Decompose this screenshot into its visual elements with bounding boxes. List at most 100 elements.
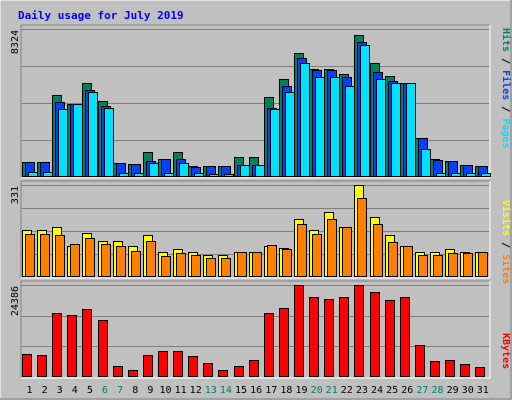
bar-pages-day-1: [28, 172, 38, 177]
bar-kbytes-day-9: [143, 355, 153, 377]
legend-sites: Sites: [500, 254, 512, 284]
x-tick-label: 29: [447, 385, 459, 396]
bar-pages-day-11: [179, 163, 189, 177]
x-tick-label: 19: [295, 385, 307, 396]
bar-kbytes-day-3: [52, 313, 62, 377]
bar-pages-day-15: [240, 165, 250, 177]
bar-sites-day-24: [373, 224, 383, 277]
bar-kbytes-day-15: [234, 366, 244, 377]
bar-sites-day-8: [131, 251, 141, 277]
bar-kbytes-day-16: [249, 360, 259, 377]
legend-visits: Visits: [500, 200, 512, 236]
x-tick-label: 9: [147, 385, 153, 396]
x-tick-label: 3: [57, 385, 63, 396]
bar-sites-day-20: [312, 234, 322, 277]
middle-panel-legend: Visits / Sites: [500, 200, 512, 284]
bar-sites-day-13: [206, 258, 216, 277]
bar-pages-day-3: [58, 109, 68, 177]
bar-sites-day-6: [101, 244, 111, 277]
bar-kbytes-day-6: [98, 320, 108, 377]
bar-pages-day-22: [345, 86, 355, 177]
bar-sites-day-23: [357, 198, 367, 277]
bar-pages-day-24: [376, 79, 386, 177]
x-tick-label: 24: [371, 385, 383, 396]
x-tick-label: 16: [250, 385, 262, 396]
x-tick-label: 27: [416, 385, 428, 396]
bottom-panel-max-label: 24386: [10, 286, 21, 316]
middle-panel-max-label: 331: [10, 186, 21, 204]
middle-panel: [20, 180, 491, 279]
bar-sites-day-17: [267, 245, 277, 277]
bar-sites-day-31: [478, 252, 488, 277]
bar-sites-day-1: [25, 234, 35, 277]
bar-pages-day-28: [436, 173, 446, 177]
bar-pages-day-25: [391, 83, 401, 177]
bar-sites-day-4: [70, 244, 80, 277]
x-tick-label: 6: [102, 385, 108, 396]
bar-kbytes-day-11: [173, 351, 183, 377]
bar-kbytes-day-20: [309, 297, 319, 377]
bar-sites-day-18: [282, 249, 292, 277]
bar-sites-day-3: [55, 235, 65, 277]
bar-kbytes-day-30: [460, 364, 470, 377]
bar-pages-day-8: [134, 173, 144, 177]
bar-pages-day-5: [88, 92, 98, 177]
bar-sites-day-15: [237, 252, 247, 277]
bottom-panel-legend: KBytes: [500, 333, 511, 369]
bar-kbytes-day-5: [82, 309, 92, 377]
bar-sites-day-26: [403, 246, 413, 277]
bar-pages-day-21: [330, 77, 340, 177]
bar-sites-day-29: [448, 253, 458, 277]
bar-sites-day-22: [342, 227, 352, 277]
bar-kbytes-day-10: [158, 351, 168, 377]
bar-kbytes-day-1: [22, 354, 32, 377]
x-tick-label: 5: [87, 385, 93, 396]
bar-kbytes-day-21: [324, 299, 334, 377]
top-panel: [20, 24, 491, 179]
bar-sites-day-30: [463, 253, 473, 277]
bar-kbytes-day-17: [264, 313, 274, 377]
bar-sites-day-10: [161, 256, 171, 277]
legend-hits: Hits: [500, 28, 512, 52]
x-tick-label: 15: [235, 385, 247, 396]
bar-kbytes-day-25: [385, 300, 395, 377]
x-tick-label: 28: [431, 385, 443, 396]
bar-pages-day-19: [300, 63, 310, 177]
x-tick-label: 1: [26, 385, 32, 396]
bar-pages-day-12: [194, 173, 204, 177]
bar-sites-day-5: [85, 238, 95, 277]
bar-sites-day-2: [40, 234, 50, 277]
bar-kbytes-day-4: [67, 315, 77, 377]
x-tick-label: 25: [386, 385, 398, 396]
bar-pages-day-16: [255, 165, 265, 177]
bar-pages-day-20: [315, 77, 325, 177]
bar-pages-day-7: [119, 173, 129, 177]
bar-pages-day-27: [421, 149, 431, 177]
bar-kbytes-day-22: [339, 297, 349, 377]
bar-sites-day-16: [252, 252, 262, 277]
bar-kbytes-day-28: [430, 361, 440, 377]
bar-kbytes-day-18: [279, 308, 289, 377]
x-tick-label: 22: [341, 385, 353, 396]
x-tick-label: 7: [117, 385, 123, 396]
bar-kbytes-day-8: [128, 370, 138, 377]
x-tick-label: 26: [401, 385, 413, 396]
x-tick-label: 18: [280, 385, 292, 396]
top-panel-max-label: 8324: [10, 30, 21, 54]
x-tick-label: 14: [220, 385, 232, 396]
bar-kbytes-day-7: [113, 366, 123, 377]
bar-kbytes-day-26: [400, 297, 410, 377]
x-tick-label: 2: [42, 385, 48, 396]
x-tick-label: 17: [265, 385, 277, 396]
bar-pages-day-2: [43, 172, 53, 177]
bar-sites-day-14: [221, 258, 231, 277]
x-tick-label: 12: [190, 385, 202, 396]
bar-kbytes-day-12: [188, 356, 198, 377]
bar-sites-day-25: [388, 242, 398, 277]
bar-sites-day-21: [327, 219, 337, 277]
bar-sites-day-28: [433, 255, 443, 277]
bar-kbytes-day-23: [354, 285, 364, 377]
bar-pages-day-17: [270, 109, 280, 177]
bar-sites-day-12: [191, 255, 201, 277]
top-panel-legend: Hits / Files / Pages: [500, 28, 512, 148]
